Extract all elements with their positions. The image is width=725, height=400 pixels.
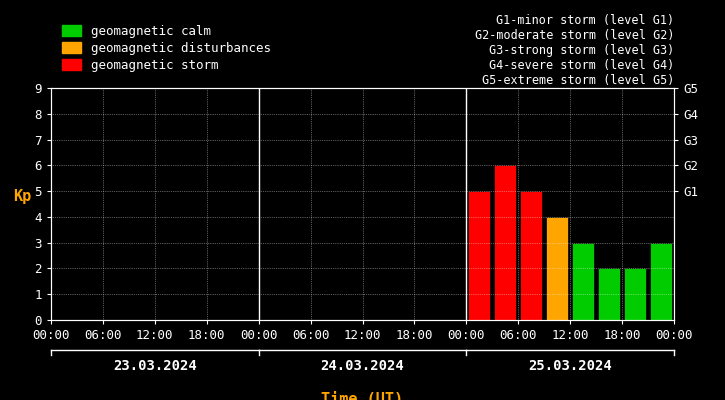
Bar [572,243,594,320]
Text: Time (UT): Time (UT) [321,392,404,400]
Legend: geomagnetic calm, geomagnetic disturbances, geomagnetic storm: geomagnetic calm, geomagnetic disturbanc… [57,20,276,76]
Bar [650,243,672,320]
Y-axis label: Kp: Kp [14,189,32,204]
Bar [547,217,568,320]
Text: G1-minor storm (level G1)
G2-moderate storm (level G2)
G3-strong storm (level G3: G1-minor storm (level G1) G2-moderate st… [475,14,674,87]
Bar [521,191,542,320]
Text: 24.03.2024: 24.03.2024 [320,359,405,373]
Bar [624,268,646,320]
Text: 25.03.2024: 25.03.2024 [529,359,612,373]
Text: 23.03.2024: 23.03.2024 [113,359,196,373]
Bar [494,165,516,320]
Bar [598,268,621,320]
Bar [468,191,490,320]
